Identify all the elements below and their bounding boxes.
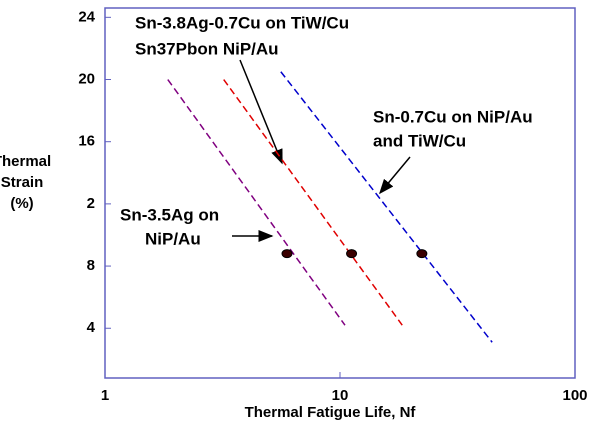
- x-axis-label: Thermal Fatigue Life, Nf: [245, 404, 417, 421]
- y-tick-label: 8: [87, 257, 95, 274]
- y-axis-label: Thermal: [0, 153, 51, 170]
- x-tick-label: 10: [332, 387, 349, 404]
- series-line: [280, 71, 493, 343]
- data-point: [346, 249, 358, 259]
- y-tick-label: 20: [78, 70, 95, 87]
- annotation: and TiW/Cu: [373, 131, 466, 150]
- arrow: [239, 59, 283, 165]
- y-tick-label: 4: [87, 319, 96, 336]
- y-axis-label: (%): [10, 195, 33, 212]
- x-tick-label: 1: [101, 387, 109, 404]
- y-axis-label: Strain: [1, 174, 44, 191]
- y-tick-label: 16: [78, 133, 95, 150]
- annotation: Sn-0.7Cu on NiP/Au: [373, 107, 533, 126]
- annotation: Sn-3.8Ag-0.7Cu on TiW/Cu: [135, 13, 349, 32]
- annotation: Sn-3.5Ag on: [120, 205, 219, 224]
- data-point: [416, 249, 428, 259]
- data-point: [281, 249, 293, 259]
- y-tick-label: 2: [87, 195, 95, 212]
- series-line: [223, 79, 403, 326]
- annotation: NiP/Au: [145, 229, 201, 248]
- arrow: [379, 156, 411, 195]
- annotation: Sn37Pbon NiP/Au: [135, 39, 279, 58]
- x-tick-label: 100: [562, 387, 587, 404]
- y-tick-label: 24: [78, 8, 95, 25]
- series-line: [167, 79, 346, 326]
- plot-frame: [104, 7, 576, 379]
